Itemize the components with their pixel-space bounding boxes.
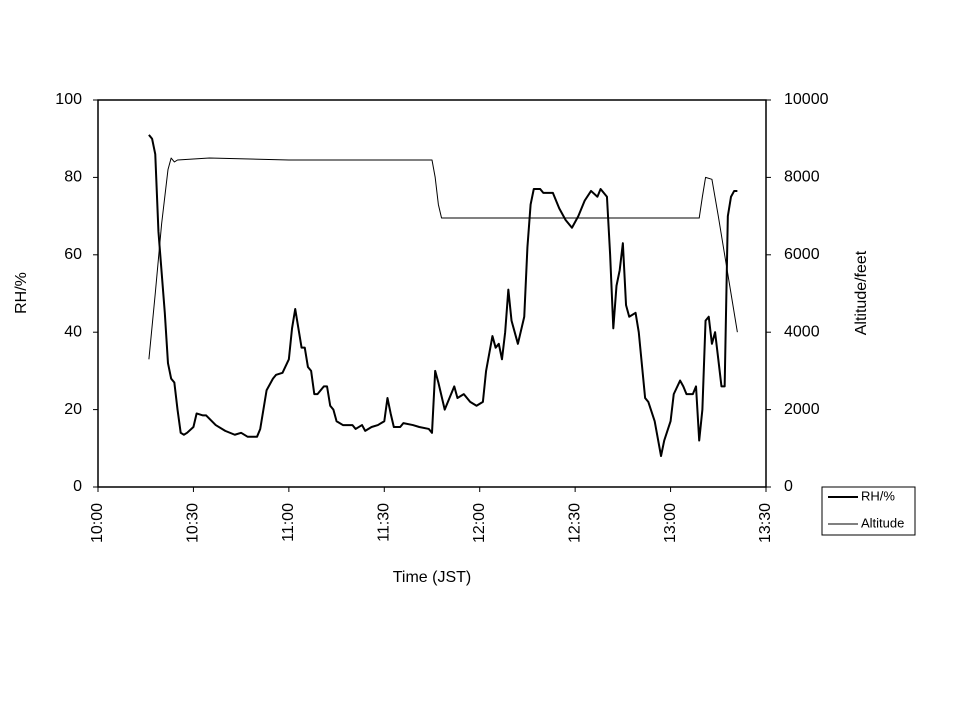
y-tick-label: 100 (55, 91, 82, 108)
series-line (148, 157, 738, 360)
plot-frame (97, 99, 767, 488)
legend-label: Altitude (861, 515, 904, 530)
y2-tick-label: 10000 (784, 91, 829, 108)
y2-axis-label: Altitude/feet (853, 250, 870, 335)
y-axis-label: RH/% (13, 272, 30, 314)
x-tick-label: 10:30 (185, 503, 202, 543)
series-line (148, 134, 738, 458)
y-tick-label: 80 (64, 169, 82, 186)
x-axis-label: Time (JST) (393, 569, 472, 586)
y2-tick-label: 8000 (784, 169, 820, 186)
y-tick-label: 0 (73, 478, 82, 495)
x-tick-label: 11:00 (280, 503, 297, 542)
legend-label: RH/% (861, 488, 895, 503)
y2-tick-label: 4000 (784, 323, 820, 340)
x-tick-label: 13:00 (662, 503, 679, 543)
y2-tick-label: 0 (784, 478, 793, 495)
x-tick-label: 11:30 (376, 503, 393, 542)
x-tick-label: 10:00 (89, 503, 106, 543)
y-tick-label: 40 (64, 323, 82, 340)
x-tick-label: 12:30 (566, 503, 583, 543)
x-tick-label: 13:30 (757, 503, 774, 543)
y2-tick-label: 2000 (784, 401, 820, 418)
y-tick-label: 20 (64, 401, 82, 418)
legend-box (821, 486, 916, 536)
y-tick-label: 60 (64, 246, 82, 263)
x-tick-label: 12:00 (471, 503, 488, 543)
y2-tick-label: 6000 (784, 246, 820, 263)
